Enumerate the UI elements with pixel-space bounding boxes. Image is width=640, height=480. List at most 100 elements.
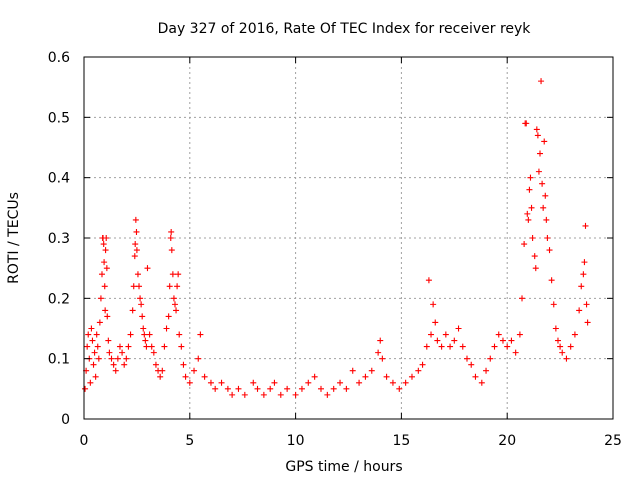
- data-point: [483, 367, 490, 374]
- data-point: [524, 210, 531, 217]
- data-point: [383, 373, 390, 380]
- data-point: [428, 331, 435, 338]
- data-point: [512, 349, 519, 356]
- data-point: [229, 391, 236, 398]
- x-tick-label: 0: [80, 433, 89, 449]
- data-point: [152, 361, 159, 368]
- data-point: [157, 373, 164, 380]
- data-point: [432, 319, 439, 326]
- y-tick-label: 0.2: [48, 291, 70, 307]
- data-point: [536, 150, 543, 157]
- data-point: [130, 283, 137, 290]
- y-tick-label: 0.6: [48, 50, 70, 66]
- data-point: [132, 241, 139, 248]
- data-point: [260, 391, 267, 398]
- data-point: [89, 337, 96, 344]
- data-point: [550, 301, 557, 308]
- data-point: [125, 343, 132, 350]
- data-point: [97, 295, 104, 302]
- data-point: [539, 180, 546, 187]
- points-layer: [82, 78, 591, 398]
- data-point: [379, 355, 386, 362]
- data-point: [356, 379, 363, 386]
- data-point: [526, 186, 533, 193]
- data-point: [88, 325, 95, 332]
- data-point: [425, 277, 432, 284]
- data-point: [535, 168, 542, 175]
- data-point: [504, 343, 511, 350]
- data-point: [165, 313, 172, 320]
- data-point: [544, 235, 551, 241]
- data-point: [423, 343, 430, 350]
- data-point: [455, 325, 462, 332]
- x-tick-label: 5: [185, 433, 194, 449]
- data-point: [127, 331, 134, 338]
- data-point: [543, 216, 550, 223]
- data-point: [542, 192, 549, 199]
- data-point: [532, 265, 539, 272]
- chart-title: Day 327 of 2016, Rate Of TEC Index for r…: [158, 21, 532, 37]
- data-point: [178, 343, 185, 350]
- data-point: [330, 385, 337, 392]
- data-point: [150, 349, 157, 356]
- data-point: [132, 216, 139, 223]
- data-point: [491, 343, 498, 350]
- data-point: [389, 379, 396, 386]
- data-point: [495, 331, 502, 338]
- data-point: [224, 385, 231, 392]
- data-point: [447, 343, 454, 350]
- data-point: [173, 307, 180, 314]
- data-point: [468, 361, 475, 368]
- data-point: [292, 391, 299, 398]
- data-point: [146, 331, 153, 338]
- data-point: [141, 331, 148, 338]
- data-point: [571, 331, 578, 338]
- data-point: [434, 337, 441, 344]
- data-point: [546, 247, 553, 254]
- data-point: [182, 373, 189, 380]
- data-point: [584, 319, 591, 326]
- data-point: [317, 385, 324, 392]
- data-point: [106, 349, 113, 356]
- data-point: [463, 355, 470, 362]
- data-point: [140, 325, 147, 332]
- data-point: [166, 283, 173, 290]
- data-point: [324, 391, 331, 398]
- data-point: [84, 343, 91, 350]
- data-point: [396, 385, 403, 392]
- data-point: [92, 373, 99, 380]
- data-point: [100, 241, 107, 248]
- data-point: [139, 313, 146, 320]
- data-point: [581, 259, 588, 266]
- data-point: [554, 337, 561, 344]
- data-point: [134, 271, 141, 278]
- x-tick-label: 20: [498, 433, 516, 449]
- data-point: [212, 385, 219, 392]
- data-point: [559, 349, 566, 356]
- data-point: [408, 373, 415, 380]
- data-point: [102, 247, 109, 254]
- data-point: [531, 253, 538, 260]
- data-point: [90, 361, 97, 368]
- data-point: [583, 301, 590, 308]
- data-point: [101, 283, 108, 290]
- data-point: [144, 265, 151, 272]
- data-point: [96, 319, 103, 326]
- data-point: [499, 337, 506, 344]
- ticks-layer: 0 5 10 15 20 25 0 0.1 0.2 0.3 0.4 0.5 0.6: [48, 50, 622, 449]
- data-point: [523, 120, 530, 127]
- data-point: [174, 283, 181, 290]
- data-point: [557, 343, 564, 350]
- y-axis-title: ROTI / TECUs: [6, 192, 22, 284]
- data-point: [121, 361, 128, 368]
- data-point: [375, 349, 382, 356]
- data-point: [186, 379, 193, 386]
- data-point: [133, 228, 140, 235]
- data-point: [540, 204, 547, 211]
- data-point: [298, 385, 305, 392]
- data-point: [567, 343, 574, 350]
- data-point: [207, 379, 214, 386]
- data-point: [112, 367, 119, 374]
- x-axis-title: GPS time / hours: [285, 459, 402, 475]
